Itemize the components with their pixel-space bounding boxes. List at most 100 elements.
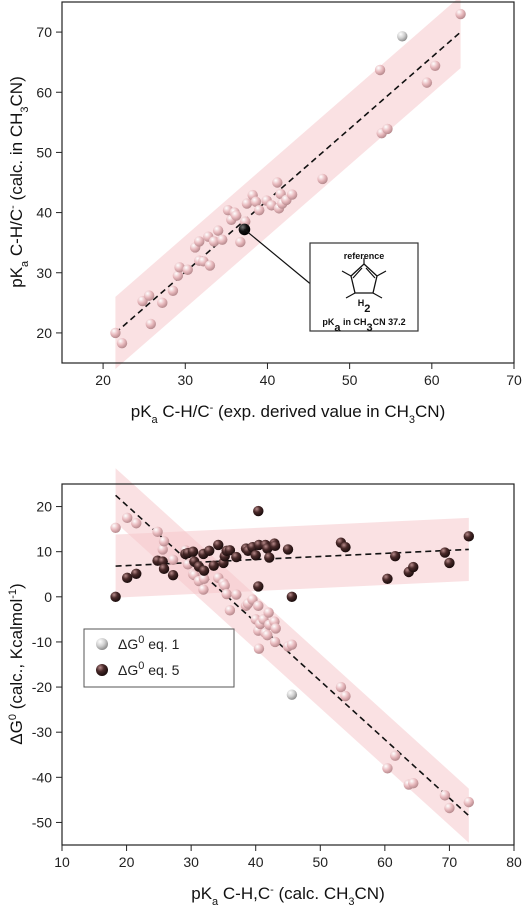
data-point-eq5	[463, 531, 474, 542]
data-point-eq5	[264, 552, 275, 563]
y-tick-label: 50	[36, 144, 52, 160]
data-point-eq1	[221, 588, 232, 600]
data-point-eq1	[122, 512, 133, 524]
data-point	[172, 270, 184, 281]
bottom-y-axis: 20 10 0 -10 -20 -30 -40 -50	[32, 499, 62, 830]
data-point-eq1	[389, 750, 401, 761]
data-point-eq5	[198, 565, 210, 576]
data-point	[194, 236, 205, 247]
data-point	[208, 236, 220, 247]
outlier-point	[286, 689, 298, 700]
bottom-y-axis-title: ΔG0 (calc., Kcalmol-1)	[7, 583, 26, 744]
data-point-eq1	[269, 636, 281, 648]
data-point-eq5	[382, 573, 393, 584]
data-point-eq1	[198, 584, 209, 595]
bottom-plot-frame	[61, 483, 515, 846]
x-tick-label: 10	[54, 854, 70, 870]
data-point-eq5	[250, 550, 261, 561]
data-point-eq1	[110, 522, 121, 533]
x-axis-title-text: pKa C-H,C- (calc. CH3CN)	[191, 884, 385, 908]
data-point-eq5	[131, 568, 142, 579]
y-tick-label: 60	[36, 84, 52, 100]
legend-label-eq1: ΔG0 eq. 1	[118, 634, 180, 652]
y-tick-label: 70	[36, 24, 52, 40]
data-point-eq1	[340, 690, 351, 702]
x-tick-label: 60	[424, 372, 440, 388]
x-tick-label: 70	[442, 854, 458, 870]
data-point	[241, 198, 253, 209]
data-point	[212, 225, 224, 236]
legend-marker-eq1	[96, 638, 108, 650]
data-point-eq1	[253, 600, 264, 612]
data-point-eq5	[444, 557, 455, 569]
data-point-eq5	[253, 505, 264, 517]
data-point-eq5	[110, 591, 121, 603]
y-tick-label: -30	[32, 724, 52, 740]
regression-line	[114, 31, 462, 334]
callout-box	[309, 242, 419, 332]
data-point-eq5	[167, 569, 179, 581]
data-point-eq1	[198, 573, 210, 584]
data-point-eq1	[463, 796, 474, 808]
y-tick-label: 10	[36, 544, 52, 560]
x-tick-label: 40	[260, 372, 276, 388]
data-point	[174, 262, 185, 273]
y-tick-label: -20	[32, 679, 52, 695]
data-point-eq5	[224, 545, 236, 556]
x-tick-label: 50	[312, 854, 328, 870]
data-point	[110, 327, 121, 339]
callout-title: reference	[344, 251, 385, 261]
data-point-eq1	[253, 643, 265, 654]
data-point-eq1	[408, 777, 419, 789]
data-point-eq1	[152, 526, 163, 538]
y-tick-label: -40	[32, 769, 52, 785]
outlier-point	[397, 31, 408, 42]
data-point	[204, 260, 216, 271]
data-point	[382, 123, 393, 135]
data-point-eq1	[219, 580, 230, 591]
data-point-eq1	[262, 629, 273, 641]
top-fit-line	[114, 31, 462, 334]
data-point	[286, 189, 298, 200]
x-tick-label: 80	[506, 854, 522, 870]
data-point-eq1	[444, 802, 455, 814]
data-point-eq5	[340, 541, 351, 553]
data-point-eq5	[439, 547, 451, 558]
y-tick-label: 20	[36, 325, 52, 341]
data-point	[272, 177, 283, 188]
data-point-eq5	[282, 544, 294, 555]
y-tick-label: 20	[36, 499, 52, 515]
y-tick-label: 30	[36, 265, 52, 281]
data-point	[374, 64, 386, 76]
data-point	[250, 196, 262, 207]
y-axis-title-text: ΔG0 (calc., Kcalmol-1)	[7, 583, 26, 744]
data-point	[143, 290, 155, 301]
top-data-points	[110, 8, 466, 349]
data-point	[429, 60, 441, 71]
legend-label-eq5: ΔG0 eq. 5	[118, 660, 180, 678]
top-x-axis: 20 30 40 50 60 70	[95, 363, 522, 388]
legend-box	[83, 628, 235, 688]
regression-line	[115, 548, 469, 567]
top-y-axis: 20 30 40 50 60 70	[36, 24, 62, 341]
data-point	[421, 77, 433, 88]
data-point-eq1	[270, 623, 281, 634]
x-tick-label: 60	[377, 854, 393, 870]
data-point	[217, 234, 228, 245]
data-point-eq5	[158, 563, 170, 575]
y-tick-label: -50	[32, 814, 52, 830]
cyclopentadiene-structure	[341, 258, 387, 299]
legend-marker-eq5	[96, 664, 108, 676]
data-point-eq1	[286, 639, 298, 650]
data-point	[145, 318, 156, 330]
bottom-x-axis-title: pKa C-H,C- (calc. CH3CN)	[191, 884, 385, 908]
data-point-eq1	[439, 790, 451, 801]
x-tick-label: 70	[506, 372, 522, 388]
top-y-axis-title: pKa C-H/C- (calc. in CH3CN)	[7, 76, 31, 287]
data-point	[235, 236, 246, 248]
data-point-eq1	[231, 589, 242, 600]
callout-h2-label: H2	[358, 298, 371, 315]
y-tick-label: -10	[32, 634, 52, 650]
data-point-eq5	[231, 551, 242, 563]
